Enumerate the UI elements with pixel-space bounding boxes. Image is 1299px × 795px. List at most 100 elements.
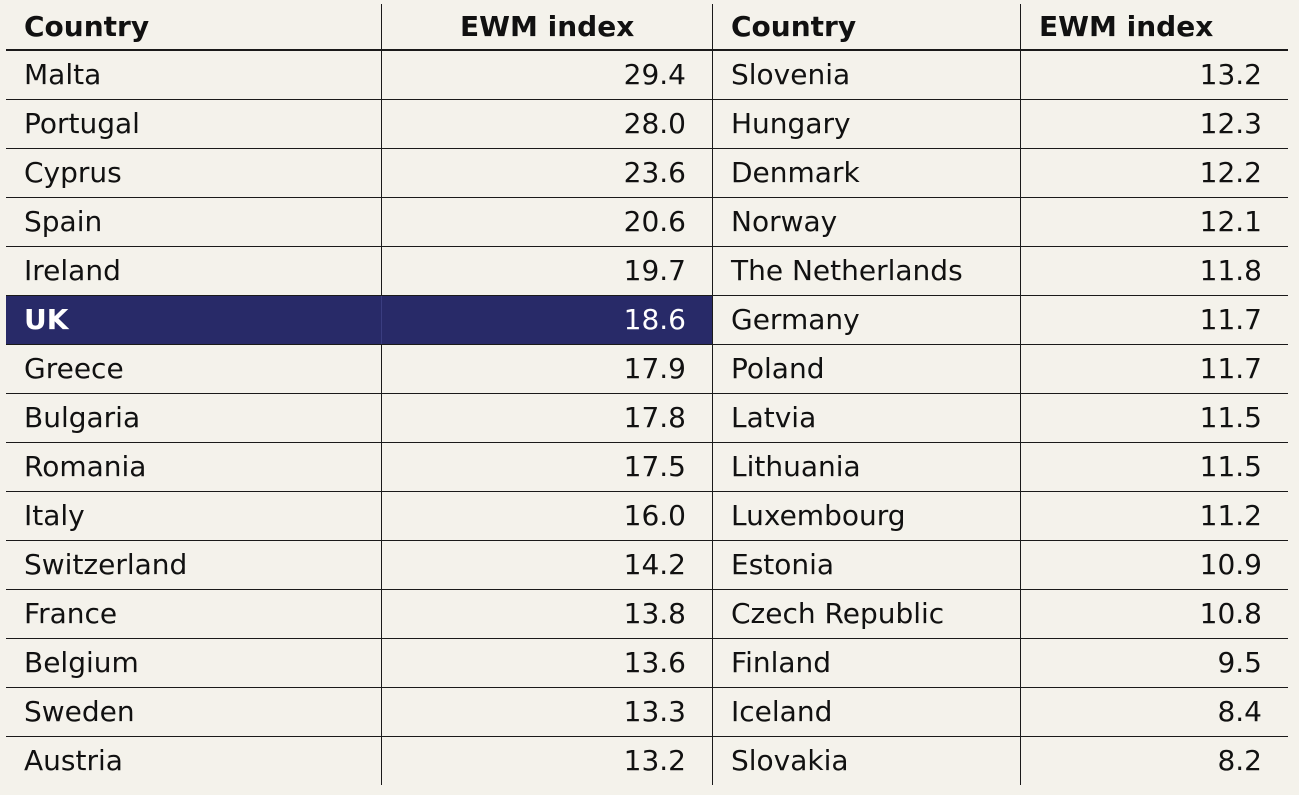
country-cell: Italy	[6, 492, 382, 540]
country-cell: Bulgaria	[6, 394, 382, 442]
ewm-index-cell: 11.2	[1199, 499, 1262, 532]
ewm-index-cell: 18.6	[623, 303, 686, 336]
ewm-index-cell: 13.6	[623, 646, 686, 679]
table-row: Spain 20.6	[6, 198, 712, 247]
table-row: Malta 29.4	[6, 51, 712, 100]
country-cell: Austria	[6, 737, 382, 785]
country-cell: Ireland	[6, 247, 382, 295]
ewm-index-cell: 11.7	[1199, 303, 1262, 336]
country-cell: Iceland	[712, 688, 1021, 736]
table-row: Lithuania 11.5	[712, 443, 1288, 492]
country-cell: Germany	[712, 296, 1021, 344]
table-body-right: Slovenia 13.2 Hungary 12.3 Denmark 12.2 Norway…	[712, 51, 1288, 785]
country-column-header: Country	[712, 4, 1021, 49]
table-left: Country EWM index Malta 29.4 Portugal 28.0 C…	[6, 0, 712, 795]
country-column-header: Country	[6, 4, 382, 49]
country-cell: Belgium	[6, 639, 382, 687]
country-cell: Spain	[6, 198, 382, 246]
country-cell: Finland	[712, 639, 1021, 687]
ewm-index-column-header: EWM index	[460, 10, 635, 43]
country-cell: Portugal	[6, 100, 382, 148]
ewm-index-cell: 11.8	[1199, 254, 1262, 287]
country-cell: Greece	[6, 345, 382, 393]
country-cell: Norway	[712, 198, 1021, 246]
table-body-left: Malta 29.4 Portugal 28.0 Cyprus 23.6 Spain 20.6…	[6, 51, 712, 785]
ewm-index-cell: 11.7	[1199, 352, 1262, 385]
ewm-index-cell: 9.5	[1217, 646, 1262, 679]
table-row: Norway 12.1	[712, 198, 1288, 247]
table-row: Denmark 12.2	[712, 149, 1288, 198]
ewm-index-cell: 13.2	[1199, 58, 1262, 91]
ewm-index-cell: 11.5	[1199, 401, 1262, 434]
country-cell: Malta	[6, 51, 382, 99]
table-row: Iceland 8.4	[712, 688, 1288, 737]
table-row: Sweden 13.3	[6, 688, 712, 737]
table-right: Country EWM index Slovenia 13.2 Hungary 12.…	[712, 0, 1288, 795]
country-cell: Lithuania	[712, 443, 1021, 491]
country-cell: Denmark	[712, 149, 1021, 197]
table-header-right: Country EWM index	[712, 0, 1288, 51]
table-row: Belgium 13.6	[6, 639, 712, 688]
table-row: Hungary 12.3	[712, 100, 1288, 149]
country-cell: Romania	[6, 443, 382, 491]
table-row: Austria 13.2	[6, 737, 712, 785]
ewm-index-cell: 29.4	[623, 58, 686, 91]
country-cell: Slovakia	[712, 737, 1021, 785]
ewm-index-cell: 12.1	[1199, 205, 1262, 238]
table-row: France 13.8	[6, 590, 712, 639]
ewm-index-cell: 28.0	[623, 107, 686, 140]
table-row: Romania 17.5	[6, 443, 712, 492]
country-cell: Hungary	[712, 100, 1021, 148]
table-row: Czech Republic 10.8	[712, 590, 1288, 639]
country-cell: Switzerland	[6, 541, 382, 589]
table-header-left: Country EWM index	[6, 0, 712, 51]
country-cell: The Netherlands	[712, 247, 1021, 295]
table-row: Germany 11.7	[712, 296, 1288, 345]
country-cell: Slovenia	[712, 51, 1021, 99]
country-cell: UK	[6, 296, 382, 344]
ewm-index-cell: 19.7	[623, 254, 686, 287]
ewm-index-cell: 23.6	[623, 156, 686, 189]
table-row: Latvia 11.5	[712, 394, 1288, 443]
table-row: Finland 9.5	[712, 639, 1288, 688]
ewm-index-cell: 10.9	[1199, 548, 1262, 581]
table-row: Luxembourg 11.2	[712, 492, 1288, 541]
ewm-index-cell: 8.2	[1217, 744, 1262, 777]
country-cell: France	[6, 590, 382, 638]
country-cell: Luxembourg	[712, 492, 1021, 540]
table-row: The Netherlands 11.8	[712, 247, 1288, 296]
table-row: Slovenia 13.2	[712, 51, 1288, 100]
ewm-index-cell: 17.8	[623, 401, 686, 434]
ewm-index-cell: 8.4	[1217, 695, 1262, 728]
country-cell: Czech Republic	[712, 590, 1021, 638]
ewm-index-cell: 17.5	[623, 450, 686, 483]
table-row: Poland 11.7	[712, 345, 1288, 394]
ewm-index-cell: 17.9	[623, 352, 686, 385]
ewm-index-cell: 10.8	[1199, 597, 1262, 630]
table-row-highlighted: UK 18.6	[6, 296, 712, 345]
table-row: Estonia 10.9	[712, 541, 1288, 590]
country-cell: Poland	[712, 345, 1021, 393]
ewm-index-cell: 13.8	[623, 597, 686, 630]
ewm-index-cell: 12.3	[1199, 107, 1262, 140]
table-row: Italy 16.0	[6, 492, 712, 541]
country-cell: Cyprus	[6, 149, 382, 197]
ewm-index-cell: 12.2	[1199, 156, 1262, 189]
table-row: Slovakia 8.2	[712, 737, 1288, 785]
ewm-index-cell: 14.2	[623, 548, 686, 581]
ewm-index-cell: 11.5	[1199, 450, 1262, 483]
ewm-index-cell: 16.0	[623, 499, 686, 532]
table-row: Greece 17.9	[6, 345, 712, 394]
ewm-index-cell: 13.3	[623, 695, 686, 728]
ewm-index-column-header: EWM index	[1039, 10, 1214, 43]
ewm-index-cell: 20.6	[623, 205, 686, 238]
table-row: Ireland 19.7	[6, 247, 712, 296]
country-cell: Estonia	[712, 541, 1021, 589]
country-cell: Sweden	[6, 688, 382, 736]
country-cell: Latvia	[712, 394, 1021, 442]
table-row: Cyprus 23.6	[6, 149, 712, 198]
ewm-index-cell: 13.2	[623, 744, 686, 777]
table-row: Switzerland 14.2	[6, 541, 712, 590]
table-row: Portugal 28.0	[6, 100, 712, 149]
